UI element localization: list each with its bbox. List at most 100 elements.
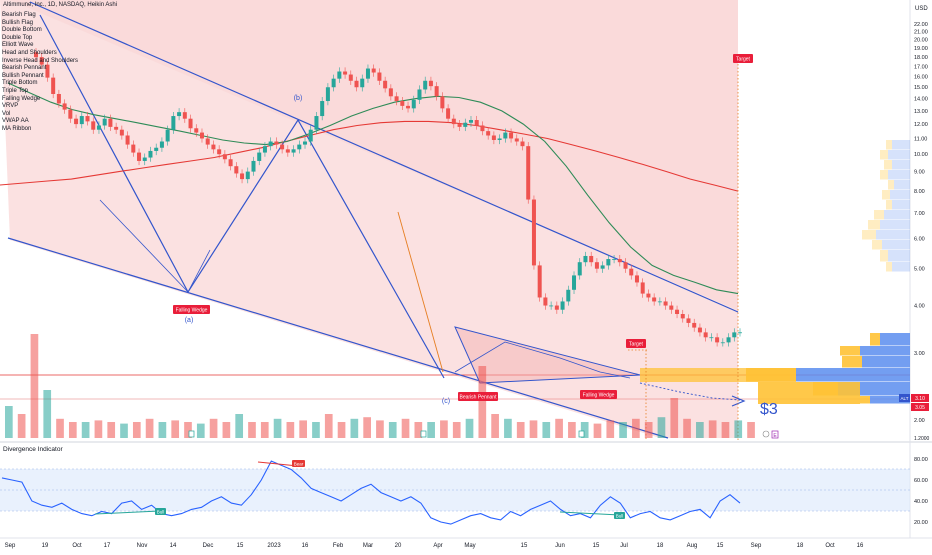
volume-bar [580, 422, 589, 438]
candle-body [108, 118, 113, 127]
elliott-wave-lines [39, 14, 445, 379]
price-tick-label: 15.00 [914, 85, 928, 91]
bearish-pennant-shape [454, 326, 641, 384]
vrvp-row-yellow [886, 140, 892, 150]
price-tick-label: 6.00 [914, 237, 925, 243]
candle-body [137, 152, 142, 161]
indicator-item[interactable]: Inverse Head and Shoulders [2, 57, 79, 64]
last-price-ticker: ALT [901, 396, 909, 401]
indicator-item[interactable]: Triple Top [2, 87, 29, 94]
candle-body [509, 132, 514, 139]
candle-body [560, 301, 565, 310]
indicator-item[interactable]: Falling Wedge [2, 95, 41, 102]
indicator-item[interactable]: MA Ribbon [2, 125, 32, 132]
volume-bar [414, 422, 423, 438]
indicator-item[interactable]: Head and Shoulders [2, 49, 57, 56]
volume-bar [248, 422, 256, 438]
candle-body [125, 135, 130, 145]
time-tick-label: 2023 [267, 543, 281, 549]
vrvp-row-blue [870, 396, 910, 404]
candle-body [74, 118, 79, 125]
indicator-item[interactable]: VWAP AA [2, 118, 29, 125]
indicator-item[interactable]: Double Top [2, 34, 33, 41]
candle-body [131, 144, 136, 153]
candle-body [657, 301, 662, 303]
indicator-list[interactable]: Bearish Flag Bullish Flag Double Bottom Dou… [2, 12, 78, 134]
indicator-item[interactable]: Elliott Wave [2, 42, 34, 49]
vrvp-row-yellow [868, 220, 880, 230]
vrvp-row-blue [888, 250, 910, 262]
candle-body [703, 332, 708, 338]
candle-body [503, 132, 508, 139]
candle-body [325, 87, 330, 102]
symbol-header[interactable]: Altimmune, Inc., 1D, NASDAQ, Heikin Ashi [3, 2, 118, 8]
candle-body [652, 297, 657, 302]
volume-bar [555, 418, 563, 438]
time-tick-label: 15 [237, 543, 244, 549]
volume-bar [593, 423, 602, 438]
price-tick-label: 13.00 [914, 109, 928, 115]
vrvp-row-yellow [888, 180, 894, 190]
candle-body [394, 96, 399, 102]
indicator-item[interactable]: Vol [2, 110, 11, 117]
indicator-item[interactable]: Triple Bottom [2, 80, 38, 87]
indicator-item[interactable]: Bearish Flag [2, 12, 36, 18]
vrvp-row-yellow [880, 150, 888, 160]
vrvp-row-blue [892, 200, 910, 210]
indicator-item[interactable]: Double Bottom [2, 27, 42, 34]
indicator-item[interactable]: Bullish Pennant [2, 72, 44, 79]
oscillator-axis: 80.00 60.00 40.00 20.00 [914, 457, 928, 526]
candle-body [79, 116, 84, 125]
time-tick-label: Oct [825, 543, 835, 549]
volume-bar [132, 422, 141, 438]
time-tick-label: Jun [555, 543, 565, 549]
time-tick-label: 17 [104, 543, 111, 549]
oscillator-title[interactable]: Divergence Indicator [3, 446, 63, 453]
indicator-item[interactable]: Bullish Flag [2, 19, 34, 26]
candle-body [440, 96, 445, 109]
volume-bar [107, 422, 116, 438]
volume-bar [68, 422, 77, 438]
time-tick-label: 20 [395, 543, 402, 549]
candle-body [262, 146, 267, 153]
volume-bar [670, 398, 679, 438]
volume-bar [504, 418, 512, 438]
candle-body [354, 80, 359, 88]
vrvp-row-blue [894, 180, 910, 190]
candle-body [234, 166, 239, 174]
candle-body [280, 144, 285, 150]
candle-body [629, 268, 634, 276]
candle-body [566, 289, 571, 302]
candle-body [188, 118, 193, 129]
volume-bar [43, 390, 52, 438]
time-tick-label: 16 [302, 543, 309, 549]
price-tick-label: 11.00 [914, 136, 927, 142]
indicator-item[interactable]: Bearish Pennant [2, 65, 47, 72]
falling-wedge-2-text: Falling Wedge [583, 393, 615, 399]
candle-body [268, 141, 273, 147]
candle-body [423, 80, 428, 90]
vrvp-row-yellow [886, 262, 892, 272]
candle-body [514, 138, 519, 142]
volume-bar [619, 422, 627, 438]
wave-c-label: (c) [442, 398, 450, 405]
candle-body [692, 322, 697, 328]
bear-label-text: Bear [294, 462, 304, 467]
time-tick-label: Mar [363, 543, 373, 549]
candle-body [257, 152, 262, 161]
candle-body [520, 141, 525, 147]
indicator-item[interactable]: VRVP [2, 103, 19, 110]
candle-body [634, 275, 639, 283]
vrvp-row-blue [892, 262, 910, 272]
candle-body [182, 112, 187, 119]
price-tick-label: 14.00 [914, 97, 928, 103]
vrvp-row-blue [892, 140, 910, 150]
time-axis[interactable]: Sep 19 Oct 17 Nov 14 Dec 15 2023 16 Feb Mar 20 Apr May… [5, 543, 864, 549]
price-tick-label: 20.00 [914, 38, 928, 44]
volume-bar [273, 418, 282, 438]
vrvp-row-yellow [880, 250, 888, 262]
candle-body [732, 332, 737, 338]
bull-label-2: Bull [614, 512, 625, 519]
price-axis[interactable]: 22.00 21.00 20.00 19.00 18.00 17.00 16.00 15.00… [914, 22, 928, 424]
